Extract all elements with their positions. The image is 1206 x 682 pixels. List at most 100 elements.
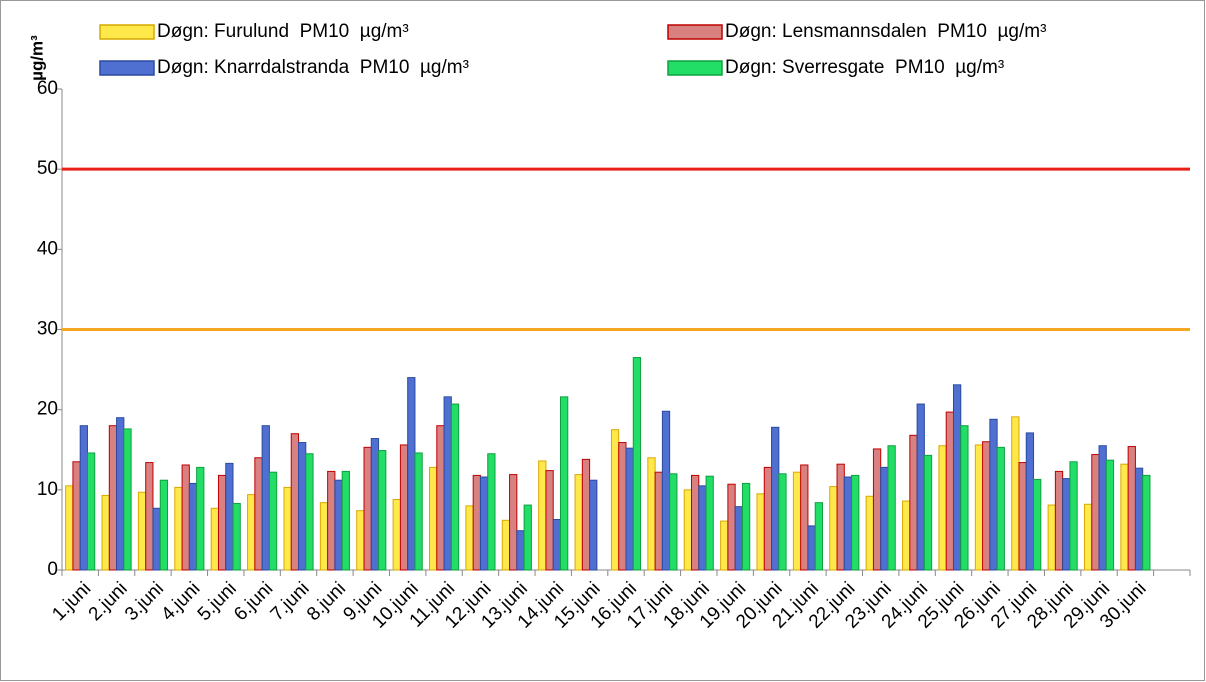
bar — [356, 510, 365, 571]
bar — [414, 452, 423, 571]
bar — [690, 474, 700, 571]
bar — [159, 479, 169, 571]
bar — [683, 489, 692, 571]
bar — [880, 466, 889, 571]
y-tick-label: 60 — [37, 78, 58, 99]
bar — [851, 474, 860, 571]
bar — [1011, 416, 1020, 571]
bar — [814, 502, 823, 571]
bar — [145, 462, 154, 571]
bar — [538, 460, 547, 571]
y-tick-label: 40 — [37, 238, 58, 259]
bar — [1025, 432, 1035, 571]
bar — [952, 384, 962, 571]
bar — [174, 486, 183, 571]
y-axis-label: µg/m³ — [27, 35, 46, 81]
bar — [945, 411, 954, 571]
bar — [501, 519, 511, 571]
bar — [1142, 474, 1151, 571]
bar — [137, 491, 147, 571]
bar — [479, 476, 489, 571]
bar — [1054, 470, 1064, 571]
bar — [334, 479, 343, 571]
bar — [800, 464, 809, 571]
bar — [1127, 446, 1136, 571]
bar — [1120, 463, 1129, 571]
bar — [188, 482, 198, 571]
bar — [1018, 462, 1027, 571]
bar — [509, 474, 518, 571]
bar — [654, 471, 663, 571]
bar — [792, 471, 802, 571]
bar — [1091, 454, 1100, 571]
bar — [116, 417, 125, 571]
bar — [86, 452, 96, 571]
bar — [734, 506, 743, 571]
bar — [436, 425, 445, 571]
bar — [101, 494, 110, 571]
bar — [829, 486, 838, 571]
bar — [399, 444, 409, 571]
bar — [363, 446, 372, 571]
bar — [232, 502, 241, 571]
bar — [523, 504, 532, 571]
bar — [450, 403, 460, 571]
legend-label: Døgn: Furulund PM10 µg/m³ — [157, 21, 409, 42]
legend-swatch — [667, 24, 723, 40]
bar — [181, 464, 190, 571]
bar — [65, 485, 74, 571]
legend-swatch — [667, 60, 723, 76]
bar — [836, 463, 845, 571]
bar — [1098, 445, 1107, 571]
bar — [254, 457, 263, 571]
bar — [465, 505, 474, 571]
bar — [581, 458, 591, 571]
bar — [916, 403, 925, 571]
bar — [217, 474, 227, 571]
bar — [1134, 467, 1144, 571]
y-tick-label: 20 — [37, 399, 58, 420]
bar — [589, 479, 598, 571]
bar — [1062, 478, 1071, 571]
y-tick-label: 30 — [37, 319, 58, 340]
y-tick-label: 0 — [47, 559, 58, 580]
bar — [392, 498, 401, 571]
bar — [305, 453, 314, 571]
bar — [545, 470, 554, 571]
bar — [669, 473, 678, 571]
bar — [982, 441, 991, 571]
bar — [1083, 503, 1093, 571]
bar — [225, 462, 234, 571]
legend-label: Døgn: Lensmannsdalen PM10 µg/m³ — [725, 21, 1046, 42]
bar — [872, 448, 882, 571]
bar — [843, 476, 853, 571]
bar — [989, 418, 998, 571]
bar — [152, 507, 161, 571]
bar — [327, 470, 336, 571]
bar — [429, 466, 438, 571]
bar — [720, 520, 729, 571]
bar — [370, 438, 380, 571]
bar — [341, 470, 350, 571]
y-tick-label: 10 — [37, 479, 58, 500]
bar — [705, 475, 714, 571]
bar — [909, 434, 918, 571]
bar — [771, 426, 780, 571]
bar — [923, 454, 933, 571]
bar — [283, 486, 292, 571]
bar — [625, 447, 634, 571]
bar — [487, 453, 496, 571]
bar — [123, 428, 132, 571]
bar — [741, 482, 751, 571]
bar — [72, 461, 81, 571]
bar — [319, 502, 329, 571]
bar — [698, 485, 707, 571]
bar — [472, 474, 481, 571]
bar — [574, 474, 583, 571]
bar — [618, 442, 627, 571]
bar — [298, 442, 307, 571]
bar — [552, 518, 562, 571]
bar — [763, 466, 773, 571]
